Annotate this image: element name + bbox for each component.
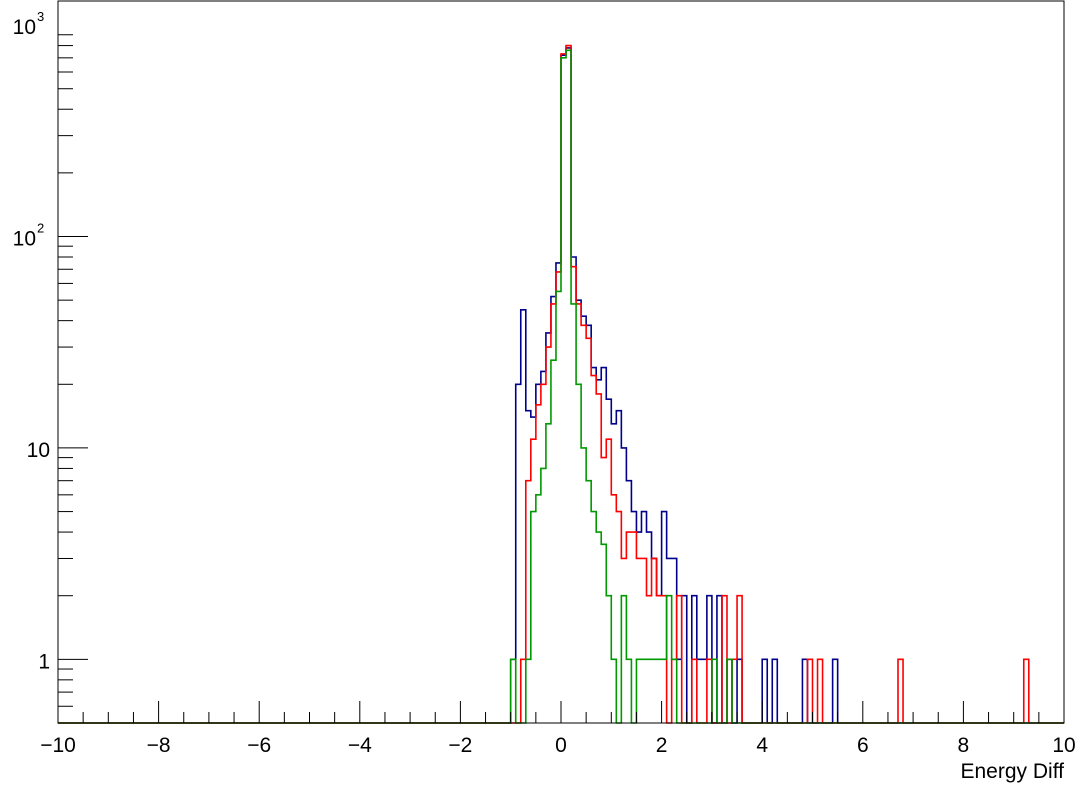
- y-tick-base: 10: [13, 228, 36, 251]
- y-tick-exponent: 2: [37, 221, 44, 236]
- y-tick-exponent: 3: [37, 9, 44, 24]
- y-tick-base: 1: [38, 650, 50, 673]
- y-tick-label: 10 3: [13, 9, 45, 39]
- x-tick-label: 2: [656, 734, 668, 757]
- x-tick-label: −10: [40, 734, 76, 757]
- x-tick-label: 8: [958, 734, 970, 757]
- y-tick-label: 10 2: [13, 221, 45, 251]
- x-tick-label: −2: [448, 734, 472, 757]
- x-tick-label: −4: [348, 734, 372, 757]
- x-tick-label: 0: [555, 734, 567, 757]
- x-tick-label: −8: [147, 734, 171, 757]
- y-tick-label: 1: [38, 650, 50, 673]
- x-tick-label: 10: [1052, 734, 1075, 757]
- y-tick-base: 10: [27, 439, 50, 462]
- y-tick-base: 10: [13, 16, 36, 39]
- x-axis-title: Energy Diff: [961, 760, 1065, 783]
- x-tick-label: 4: [756, 734, 768, 757]
- y-tick-label: 10: [27, 439, 50, 462]
- x-tick-label: 6: [857, 734, 869, 757]
- x-tick-label: −6: [247, 734, 271, 757]
- x-axis: −10 −8 −6 −4 −2 0 2 4 6 8 10: [40, 701, 1076, 757]
